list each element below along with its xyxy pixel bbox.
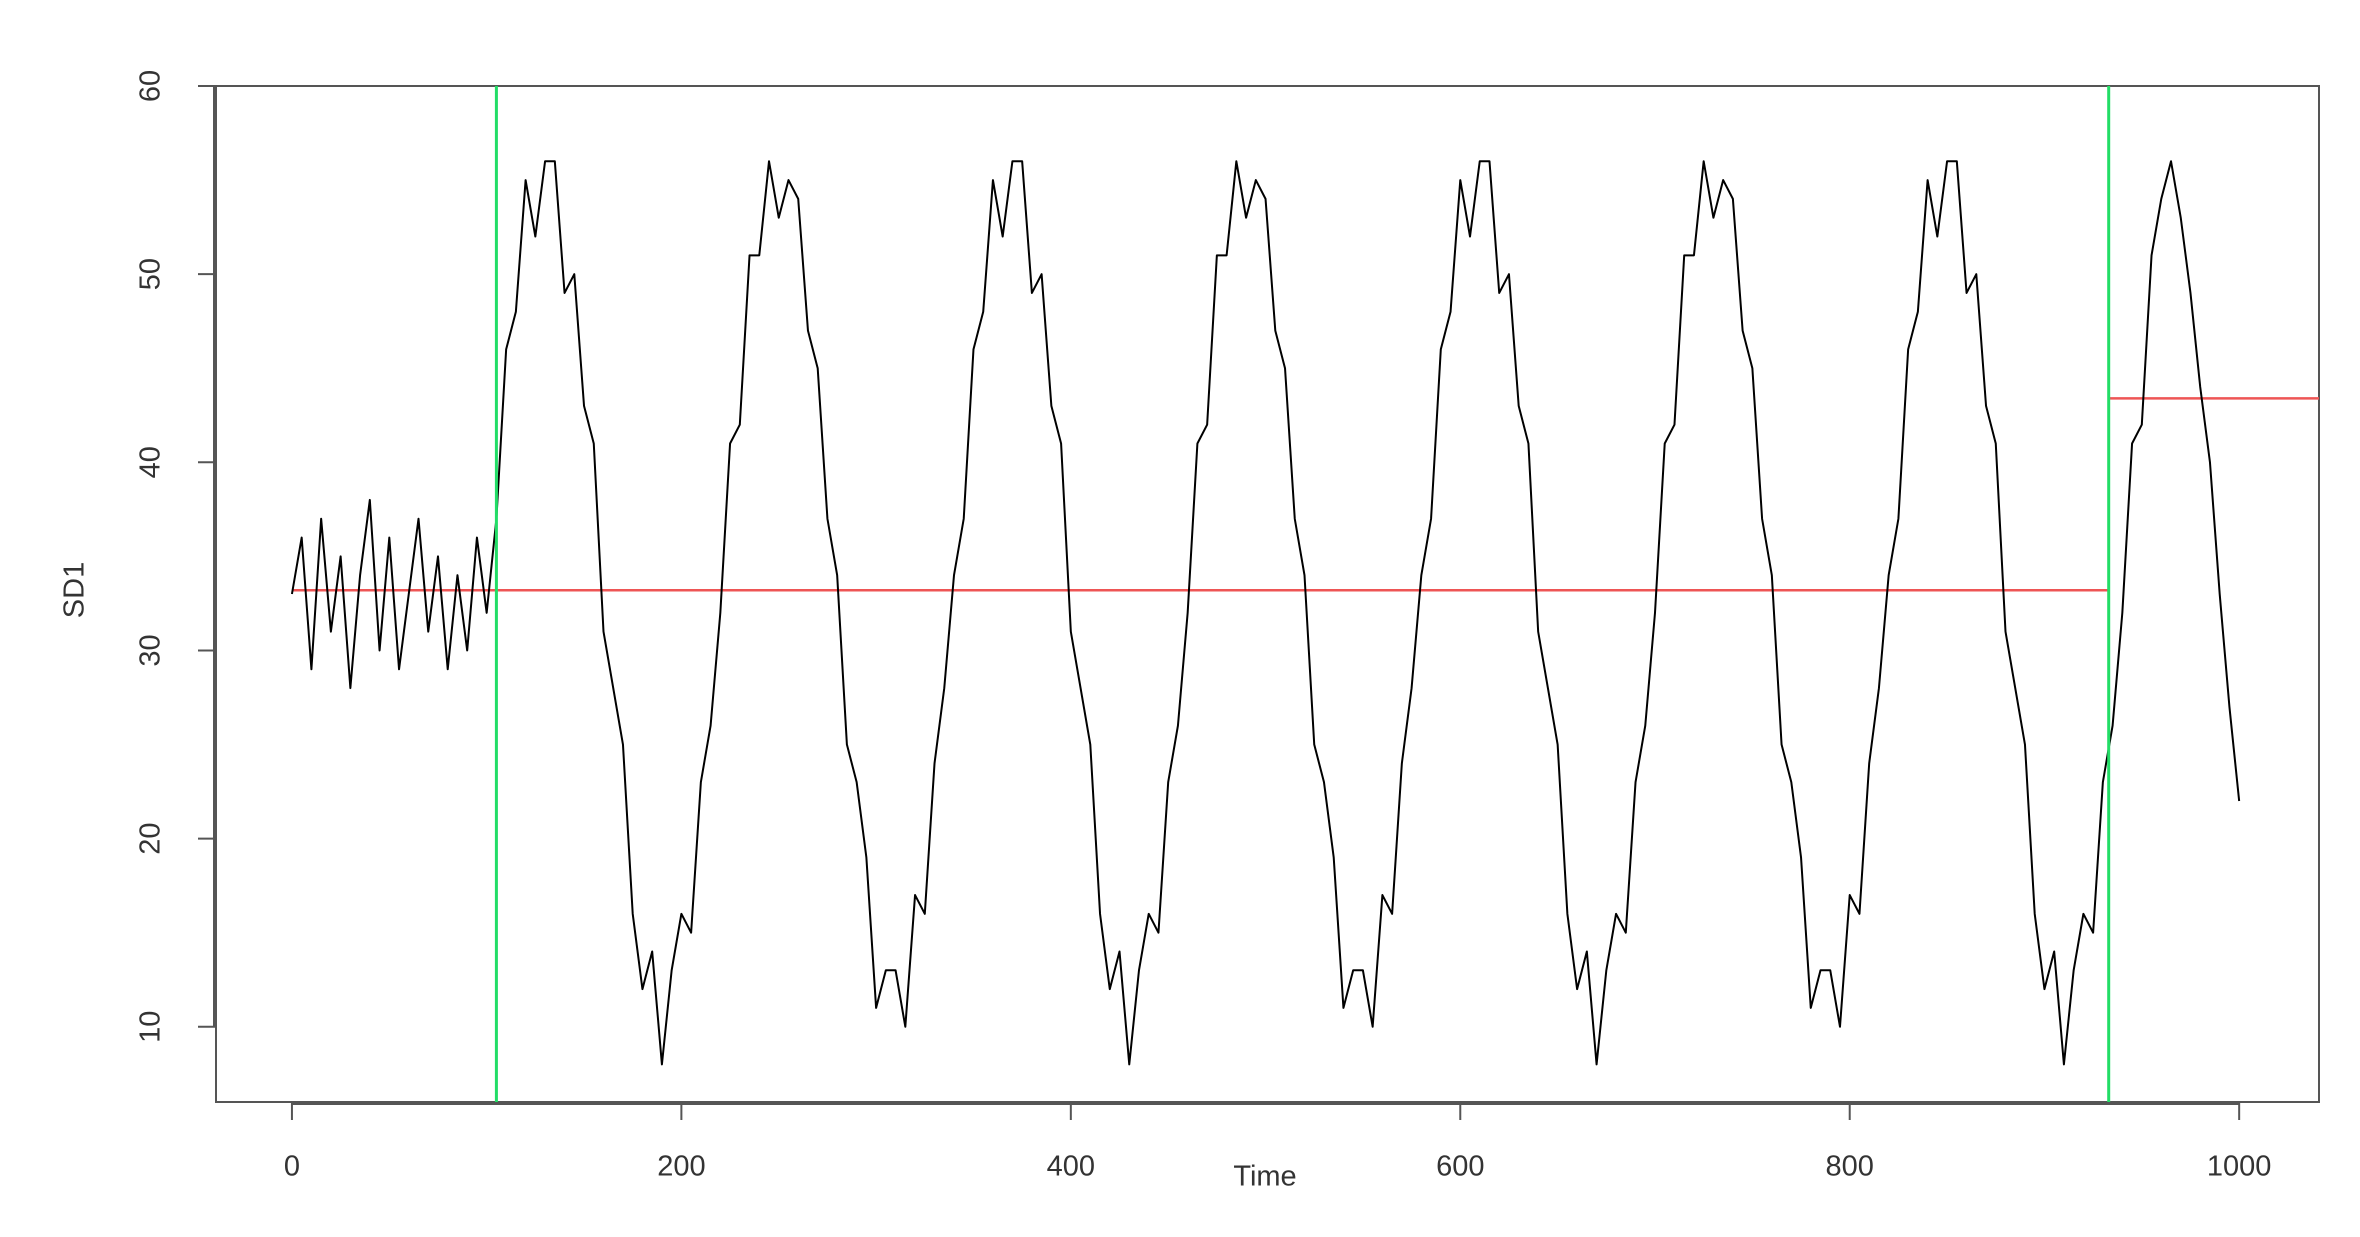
y-tick-label: 60 [135,70,167,102]
plot-frame [215,85,2320,1103]
x-tick-label: 600 [1436,1151,1484,1183]
x-axis-label: Time [1233,1161,1296,1193]
x-tick-label: 200 [657,1151,705,1183]
y-tick-label: 30 [135,634,167,666]
x-tick-label: 1000 [2207,1151,2272,1183]
data-line [290,160,2241,1066]
y-tick-label: 20 [135,822,167,854]
y-tick-label: 40 [135,446,167,478]
y-tick-label: 50 [135,258,167,290]
x-tick-label: 400 [1047,1151,1095,1183]
x-tick-label: 800 [1826,1151,1874,1183]
y-tick-label: 10 [135,1011,167,1043]
x-tick-label: 0 [284,1151,300,1183]
y-axis-label: SD1 [59,562,91,618]
